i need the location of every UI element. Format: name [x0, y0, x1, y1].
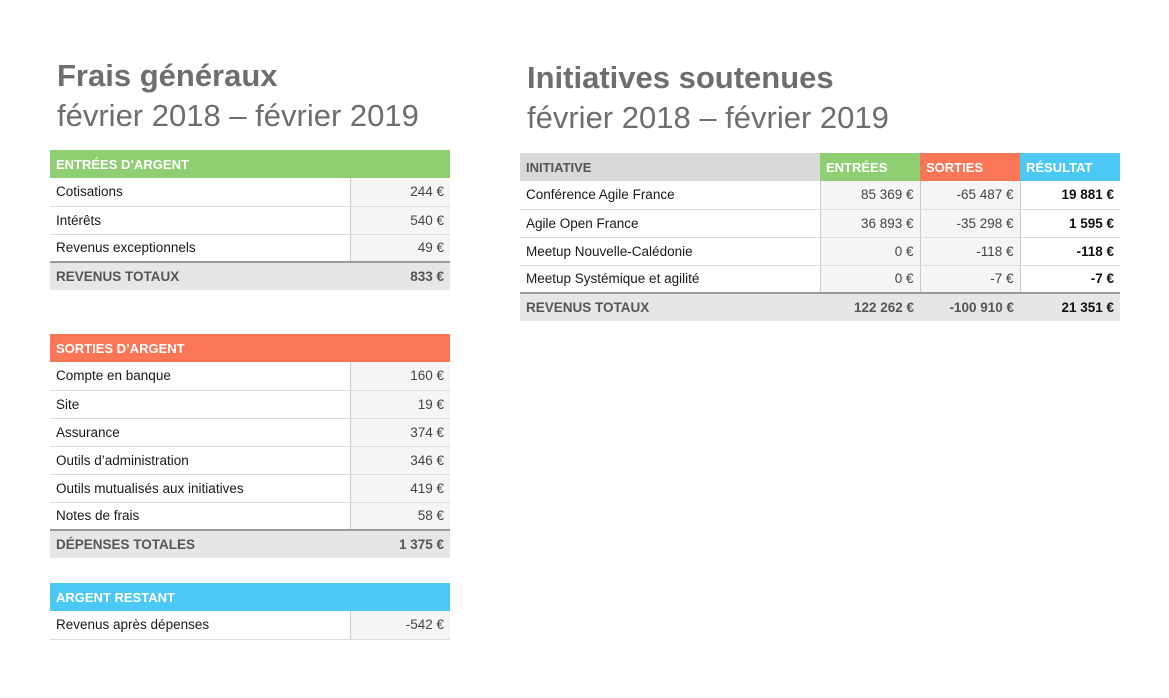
row-value: 540 €	[349, 206, 450, 235]
row-label: Revenus après dépenses	[50, 611, 350, 640]
row-label: Assurance	[50, 418, 350, 447]
initiative-name: Agile Open France	[520, 209, 820, 238]
header-in: ENTRÉES	[820, 153, 920, 181]
table-row: Outils d’administration 346 €	[50, 446, 451, 475]
income-header-row: ENTRÉES D’ARGENT	[50, 150, 450, 178]
table-row: Revenus exceptionnels 49 €	[50, 234, 450, 263]
header-out: SORTIES	[920, 153, 1020, 181]
initiative-in: 0 €	[819, 237, 920, 266]
table-row: Assurance 374 €	[50, 418, 451, 447]
row-label: Compte en banque	[50, 362, 350, 391]
total-in: 122 262 €	[820, 292, 920, 321]
initiative-in: 0 €	[819, 265, 920, 294]
total-label: REVENUS TOTAUX	[50, 261, 350, 290]
expenses-header-row: SORTIES D’ARGENT	[50, 334, 451, 362]
table-row: Notes de frais 58 €	[50, 502, 451, 531]
row-value: 58 €	[349, 502, 451, 531]
row-label: Notes de frais	[50, 502, 350, 531]
row-label: Intérêts	[50, 206, 350, 235]
row-label: Site	[50, 390, 350, 419]
income-header: ENTRÉES D’ARGENT	[56, 156, 189, 172]
row-value: -542 €	[349, 611, 450, 640]
row-value: 244 €	[349, 178, 450, 207]
left-subtitle: février 2018 – février 2019	[57, 98, 419, 133]
remaining-header: ARGENT RESTANT	[56, 589, 175, 605]
income-total-row: REVENUS TOTAUX 833 €	[50, 261, 450, 290]
table-row: Meetup Nouvelle-Calédonie 0 € -118 € -11…	[520, 237, 1120, 266]
initiative-name: Meetup Systémique et agilité	[520, 265, 820, 294]
initiative-out: -35 298 €	[919, 209, 1020, 238]
initiative-result: 19 881 €	[1019, 181, 1120, 210]
table-row: Intérêts 540 €	[50, 206, 450, 235]
remaining-header-row: ARGENT RESTANT	[50, 583, 450, 611]
expenses-header: SORTIES D’ARGENT	[56, 340, 185, 356]
initiative-in: 36 893 €	[819, 209, 920, 238]
right-subtitle: février 2018 – février 2019	[527, 100, 889, 135]
header-initiative: INITIATIVE	[520, 153, 820, 181]
row-value: 49 €	[349, 234, 450, 263]
row-label: Cotisations	[50, 178, 350, 207]
table-row: Revenus après dépenses -542 €	[50, 611, 450, 640]
income-table: ENTRÉES D’ARGENT Cotisations 244 € Intér…	[50, 150, 450, 290]
total-label: DÉPENSES TOTALES	[50, 529, 350, 558]
initiative-name: Meetup Nouvelle-Calédonie	[520, 237, 820, 266]
total-out: -100 910 €	[920, 292, 1020, 321]
row-value: 19 €	[349, 390, 451, 419]
row-value: 160 €	[349, 362, 451, 391]
initiative-result: -118 €	[1019, 237, 1120, 266]
expenses-table: SORTIES D’ARGENT Compte en banque 160 € …	[50, 334, 451, 558]
initiative-out: -118 €	[919, 237, 1020, 266]
table-row: Site 19 €	[50, 390, 451, 419]
initiative-out: -7 €	[919, 265, 1020, 294]
table-row: Cotisations 244 €	[50, 178, 450, 207]
table-row: Compte en banque 160 €	[50, 362, 451, 391]
table-row: Agile Open France 36 893 € -35 298 € 1 5…	[520, 209, 1120, 238]
table-row: Conférence Agile France 85 369 € -65 487…	[520, 181, 1120, 210]
header-result: RÉSULTAT	[1020, 153, 1120, 181]
initiative-result: 1 595 €	[1019, 209, 1120, 238]
row-value: 374 €	[349, 418, 451, 447]
row-label: Outils d’administration	[50, 446, 350, 475]
expenses-total-row: DÉPENSES TOTALES 1 375 €	[50, 529, 451, 558]
initiatives-total-row: REVENUS TOTAUX 122 262 € -100 910 € 21 3…	[520, 292, 1120, 321]
total-value: 833 €	[350, 261, 450, 290]
row-label: Revenus exceptionnels	[50, 234, 350, 263]
total-result: 21 351 €	[1020, 292, 1120, 321]
initiative-out: -65 487 €	[919, 181, 1020, 210]
remaining-table: ARGENT RESTANT Revenus après dépenses -5…	[50, 583, 450, 640]
initiative-name: Conférence Agile France	[520, 181, 820, 210]
total-label: REVENUS TOTAUX	[520, 292, 820, 321]
table-row: Outils mutualisés aux initiatives 419 €	[50, 474, 451, 503]
initiative-in: 85 369 €	[819, 181, 920, 210]
left-title: Frais généraux	[57, 58, 278, 93]
initiatives-table: INITIATIVE ENTRÉES SORTIES RÉSULTAT Conf…	[520, 153, 1120, 321]
total-value: 1 375 €	[350, 529, 451, 558]
row-value: 419 €	[349, 474, 451, 503]
right-title: Initiatives soutenues	[527, 60, 834, 95]
row-value: 346 €	[349, 446, 451, 475]
initiative-result: -7 €	[1019, 265, 1120, 294]
row-label: Outils mutualisés aux initiatives	[50, 474, 350, 503]
initiatives-header-row: INITIATIVE ENTRÉES SORTIES RÉSULTAT	[520, 153, 1120, 181]
table-row: Meetup Systémique et agilité 0 € -7 € -7…	[520, 265, 1120, 294]
